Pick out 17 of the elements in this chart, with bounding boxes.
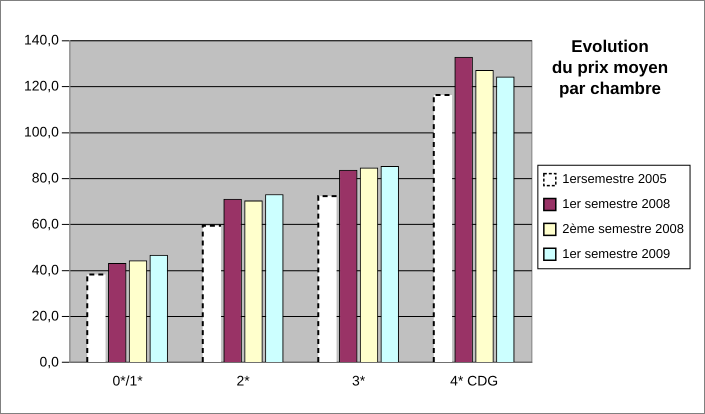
x-tick-label: 0*/1* <box>112 372 144 389</box>
y-tick-label: 60,0 <box>32 215 60 232</box>
x-tick-label: 3* <box>352 372 366 389</box>
legend-label: 1ersemestre 2005 <box>562 171 667 186</box>
y-tick-label: 40,0 <box>32 261 60 278</box>
legend-label: 2ème semestre 2008 <box>562 220 684 236</box>
y-tick-label: 120,0 <box>24 78 60 94</box>
x-tick-label: 2* <box>236 372 250 389</box>
y-tick-label: 0,0 <box>39 353 60 370</box>
legend-label: 1er semestre 2008 <box>562 196 670 212</box>
x-tick-label: 4* CDG <box>450 372 498 389</box>
y-tick-label: 80,0 <box>32 170 60 186</box>
y-tick-label: 140,0 <box>24 32 60 48</box>
legend-label: 1er semestre 2009 <box>562 246 670 261</box>
text: Evolution du prix moyen par chambre <box>550 36 670 99</box>
y-tick-label: 100,0 <box>24 124 60 140</box>
y-tick-label: 20,0 <box>32 307 60 324</box>
